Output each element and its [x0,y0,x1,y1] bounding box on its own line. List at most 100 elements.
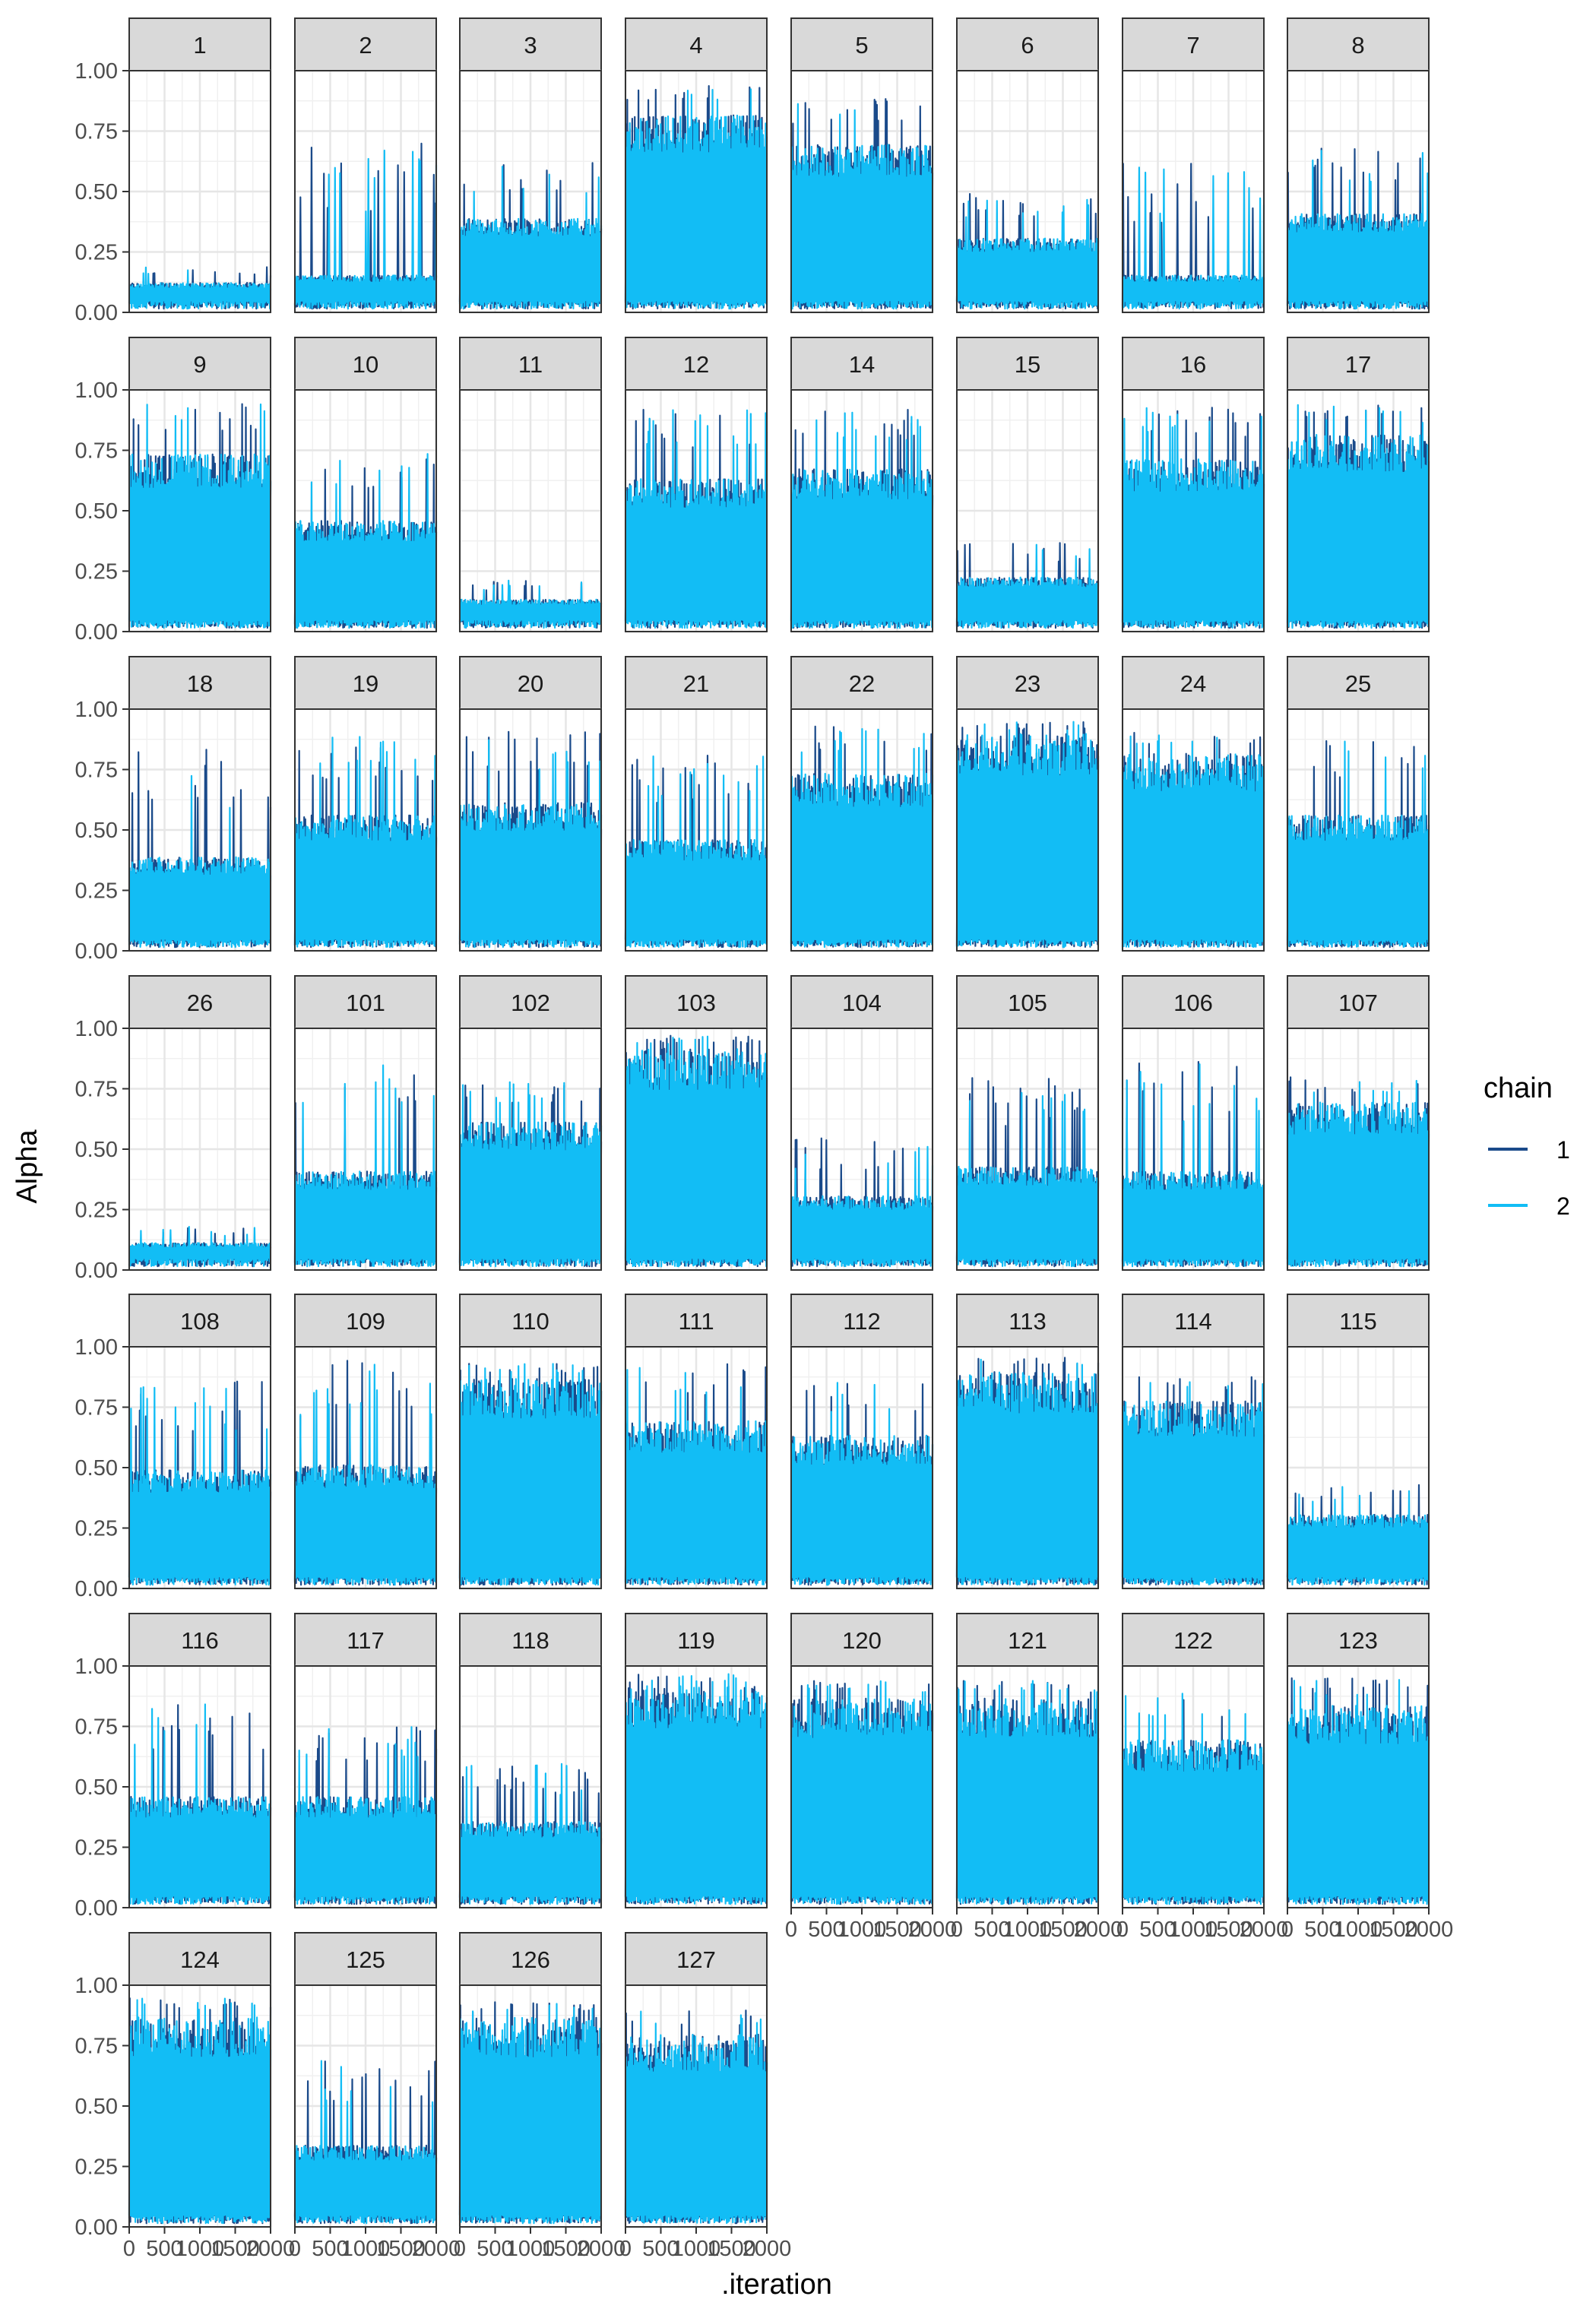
facet-panel-22: 22 [790,656,934,952]
x-tick-label: 1500 [1038,1918,1088,1942]
x-tick-label: 500 [1139,1918,1176,1942]
facet-panel-123: 123 [1286,1613,1430,1909]
y-axis-layer: 0.00 0.25 0.50 0.75 1.00 0.00 0.25 0.50 0.75 1.00… [75,59,129,2240]
facet-strip [1122,1294,1265,1348]
facet-strip [956,1613,1099,1667]
facet-panel-126: 126 [458,1932,603,2228]
x-tick-label: 500 [312,2237,348,2261]
panel-border [459,708,602,952]
x-tick-label: 1000 [1169,1918,1218,1942]
x-tick-label: 500 [477,2237,513,2261]
y-tick-label: 0.50 [75,819,118,843]
panel-border [459,1028,602,1271]
trace-chain-2 [458,1763,603,1905]
panel-border [1122,1346,1265,1589]
facet-panel-117: 117 [293,1613,438,1909]
legend-label-chain-2: 2 [1556,1192,1570,1220]
facet-panel-102: 102 [458,975,603,1272]
x-tick-label: 500 [974,1918,1010,1942]
facet-panel-121: 121 [955,1613,1100,1909]
trace-chain-2 [293,1064,438,1268]
facet-strip [625,975,768,1029]
trace-chain-2 [128,1703,272,1905]
facet-strip-label: 15 [1015,351,1040,378]
panel-border [956,1028,1099,1271]
facet-strip-label: 24 [1180,670,1206,697]
panel-border [625,389,768,632]
facet-strip-label: 120 [842,1627,882,1654]
y-tick-label: 0.00 [75,2215,118,2240]
trace-chain-2 [790,411,934,629]
x-tick-label: 500 [146,2237,182,2261]
facet-panel-10: 10 [293,337,438,633]
x-tick-label: 2000 [1074,1918,1123,1942]
panel-border [459,1346,602,1589]
panel-border [790,708,933,952]
y-tick-label: 0.75 [75,120,118,144]
facet-strip [790,17,933,71]
trace-chain-2 [458,166,603,310]
facet-panel-104: 104 [790,975,934,1272]
facet-panel-2: 2 [293,17,438,314]
trace-chain-2 [790,1145,934,1268]
x-tick-label: 1500 [707,2237,756,2261]
panel-border [459,389,602,632]
y-tick-label: 0.50 [75,499,118,524]
y-tick-label: 0.25 [75,2155,118,2180]
facet-strip [128,337,271,391]
facet-strip [1122,337,1265,391]
trace-chain-2 [955,1680,1100,1905]
facet-strip [956,17,1099,71]
x-tick-label: 500 [1304,1918,1341,1942]
facet-panel-120: 120 [790,1613,934,1909]
x-tick-label: 1500 [211,2237,260,2261]
panel-border [294,389,437,632]
facet-strip [956,337,1099,391]
legend-label-chain-1: 1 [1556,1136,1570,1164]
facet-strip [790,337,933,391]
y-tick-label: 0.25 [75,241,118,265]
facet-strip [790,656,933,710]
trace-chain-2 [1286,1486,1430,1586]
facet-panel-26: 26 [128,975,272,1272]
trace-chain-2 [1286,740,1430,949]
facet-strip [294,17,437,71]
facet-panel-110: 110 [458,1294,603,1590]
trace-chain-2 [1286,1079,1430,1268]
y-tick-label: 0.25 [75,1199,118,1223]
facet-panel-14: 14 [790,337,934,633]
facet-panel-103: 103 [624,975,768,1272]
trace-chain-2 [128,403,272,629]
facet-strip [1287,656,1430,710]
y-axis-title: Alpha [11,1129,43,1204]
panel-border [956,708,1099,952]
trace-chain-2 [293,1726,438,1905]
facet-strip-label: 19 [353,670,378,697]
panel-border [1122,70,1265,313]
trace-chain-2 [128,1997,272,2225]
facet-strip-label: 17 [1345,351,1371,378]
trace-chain-2 [458,579,603,629]
facet-strip-label: 119 [677,1627,714,1654]
panel-border [1287,708,1430,952]
trace-chain-2 [955,543,1100,629]
y-tick-label: 0.75 [75,1078,118,1102]
panel-border [790,389,933,632]
facet-panel-24: 24 [1121,656,1265,952]
facet-strip [459,17,602,71]
x-tick-label: 0 [1116,1918,1129,1942]
facet-strip [1122,656,1265,710]
trace-chain-2 [128,1225,272,1268]
facet-panel-8: 8 [1286,17,1430,314]
trace-chain-2 [1121,1063,1265,1268]
legend-title: chain [1484,1072,1553,1104]
panel-border [790,1346,933,1589]
facet-panel-16: 16 [1121,337,1265,633]
panel-border [294,70,437,313]
facet-panel-116: 116 [128,1613,272,1909]
trace-chain-2 [1121,734,1265,949]
y-tick-label: 0.25 [75,1517,118,1541]
facet-strip [459,337,602,391]
